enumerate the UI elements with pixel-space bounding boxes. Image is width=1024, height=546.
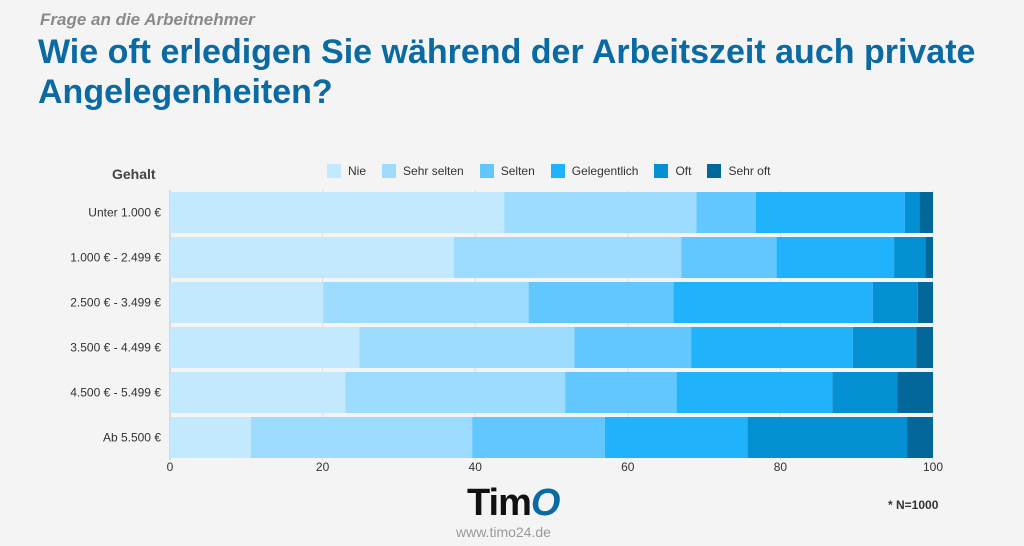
bar-segment [755, 192, 905, 233]
legend-swatch [479, 164, 494, 178]
bar-segment [472, 417, 605, 458]
bar-segment [170, 282, 324, 323]
website-url: www.timo24.de [456, 524, 551, 540]
legend-swatch [550, 164, 565, 178]
legend-swatch [327, 164, 341, 178]
category-label: Ab 5.500 € [103, 431, 161, 445]
bar-segment [250, 417, 473, 458]
category-label: 3.500 € - 4.499 € [70, 341, 161, 355]
bar-segment [528, 282, 674, 323]
bar-segment [691, 327, 853, 368]
bar-segment [917, 282, 933, 323]
legend-swatch [382, 164, 397, 178]
bar-segment [676, 372, 833, 413]
x-tick-label: 100 [923, 460, 943, 474]
bar-segment [604, 417, 748, 458]
legend-item: Gelegentlich [550, 164, 639, 178]
bar-segment [681, 237, 777, 278]
x-tick-label: 80 [774, 460, 788, 474]
subtitle: Frage an die Arbeitnehmer [40, 10, 255, 29]
bar-segment [673, 282, 873, 323]
bar-segment [345, 372, 566, 413]
bar-segment [916, 327, 933, 368]
timo-logo: TimO [467, 482, 560, 524]
legend-item: Sehr oft [707, 164, 771, 178]
bar-segment [359, 327, 575, 368]
legend-label: Gelegentlich [571, 164, 639, 178]
legend: Nie Sehr selten Selten Gelegentlich Oft Sehr … [327, 164, 771, 178]
bar-segment [565, 372, 677, 413]
bar-segment [872, 282, 918, 323]
legend-item: Oft [654, 164, 691, 178]
legend-label: Sehr selten [403, 164, 464, 178]
bar-segment [323, 282, 529, 323]
bar-segment [170, 192, 505, 233]
x-tick-label: 40 [469, 460, 483, 474]
legend-label: Oft [675, 164, 692, 178]
legend-label: Sehr oft [728, 164, 771, 178]
bar-segment [904, 192, 920, 233]
bar-segment [919, 192, 933, 233]
bar-segment [696, 192, 756, 233]
legend-label: Nie [348, 164, 367, 178]
bar-segment [170, 327, 360, 368]
category-label: 4.500 € - 5.499 € [70, 386, 161, 400]
legend-item: Selten [479, 164, 535, 178]
legend-item: Nie [327, 164, 366, 178]
category-label: Unter 1.000 € [88, 206, 161, 220]
bar-segment [453, 237, 682, 278]
legend-label: Selten [500, 164, 535, 178]
bar-segment [170, 237, 454, 278]
bar-segment [747, 417, 908, 458]
sample-size-note: * N=1000 [888, 498, 939, 512]
legend-item: Sehr selten [382, 164, 464, 178]
legend-swatch [707, 164, 722, 178]
bar-segment [894, 237, 926, 278]
category-label: 1.000 € - 2.499 € [70, 251, 161, 265]
bar-segment [504, 192, 697, 233]
x-tick-label: 0 [167, 460, 174, 474]
chart-title: Wie oft erledigen Sie während der Arbeit… [38, 33, 976, 111]
bar-segment [574, 327, 692, 368]
bar-segment [170, 372, 346, 413]
bar-segment [170, 417, 251, 458]
bar-segment [832, 372, 898, 413]
legend-swatch [654, 164, 669, 178]
x-tick-label: 60 [621, 460, 635, 474]
bar-segment [925, 237, 933, 278]
bar-segment [852, 327, 917, 368]
bar-segment [897, 372, 933, 413]
x-tick-label: 20 [316, 460, 330, 474]
y-axis-label: Gehalt [112, 166, 156, 182]
category-label: 2.500 € - 3.499 € [70, 296, 161, 310]
bar-segment [776, 237, 895, 278]
bar-segment [907, 417, 933, 458]
